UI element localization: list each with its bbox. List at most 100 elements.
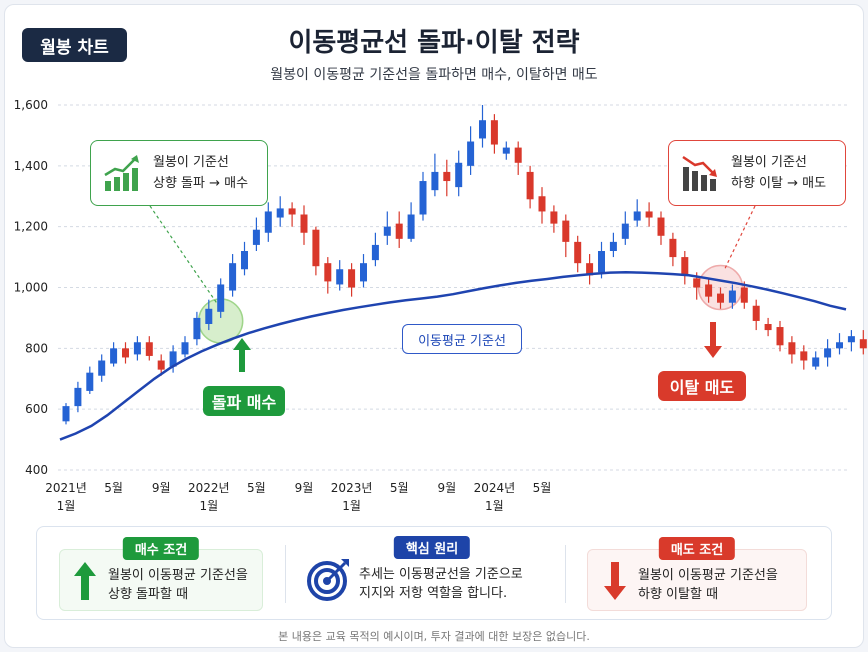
- candle-body: [407, 214, 415, 239]
- candle-body: [621, 223, 629, 239]
- sell-callout-line2: 하향 이탈 → 매도: [731, 176, 827, 191]
- candle-body: [812, 357, 820, 367]
- candle-body: [681, 257, 689, 276]
- core-principle-panel: 핵심 원리 추세는 이동평균선을 기준으로 지지와 저항 역할을 합니다.: [307, 536, 557, 609]
- y-tick-label: 800: [25, 341, 48, 355]
- candle-body: [609, 241, 617, 251]
- breakdown-sell-label: 이탈 매도: [658, 371, 746, 401]
- candle-body: [252, 229, 260, 245]
- buy-condition-title: 매수 조건: [122, 537, 200, 560]
- x-tick-label: 5월: [104, 481, 123, 495]
- candle-body: [110, 348, 118, 364]
- buy-callout-line2: 상향 돌파 → 매수: [153, 176, 249, 191]
- candle-body: [764, 324, 772, 331]
- candle-body: [169, 351, 177, 367]
- candle-body: [490, 120, 498, 145]
- buy-condition-panel: 매수 조건 월봉이 이동평균 기준선을 상향 돌파할 때: [59, 537, 263, 611]
- sell-condition-line2: 하향 이탈할 때: [638, 587, 719, 602]
- sell-arrow-icon: [704, 322, 722, 358]
- y-tick-label: 400: [25, 463, 48, 477]
- candle-body: [717, 293, 724, 303]
- candle-body: [86, 372, 94, 391]
- candle-body: [728, 290, 736, 303]
- sell-callout-line1: 월봉이 기준선: [731, 155, 807, 170]
- candle-body: [157, 360, 165, 370]
- candle-body: [526, 171, 534, 200]
- candle-body: [205, 308, 213, 324]
- candle-body: [145, 342, 153, 356]
- sell-condition-line1: 월봉이 이동평균 기준선을: [638, 568, 778, 583]
- candle-body: [657, 217, 665, 236]
- candle-body: [467, 141, 475, 166]
- candle-body: [598, 251, 605, 273]
- moving-average-label: 이동평균 기준선: [402, 324, 522, 354]
- candle-body: [705, 284, 713, 297]
- candle-body: [324, 263, 332, 282]
- x-tick-label: 1월: [342, 499, 361, 513]
- candle-body: [550, 211, 558, 224]
- candlestick-chart: 1,600 1,400 1,200 1,000 800 600 400 2021년 1월 5월 9월…: [14, 98, 867, 513]
- x-tick-label: 1월: [199, 499, 218, 513]
- rising-bar-chart-icon: [104, 155, 139, 191]
- candle-body: [98, 360, 106, 376]
- x-tick-label: 9월: [437, 481, 456, 495]
- candle-body: [419, 181, 427, 215]
- chart-type-badge: 월봉 차트: [22, 28, 127, 62]
- sell-condition-panel: 매도 조건 월봉이 이동평균 기준선을 하향 이탈할 때: [587, 537, 807, 611]
- disclaimer: 본 내용은 교육 목적의 예시이며, 투자 결과에 대한 보장은 없습니다.: [278, 630, 590, 643]
- candle-body: [752, 305, 760, 321]
- candle-body: [241, 251, 248, 270]
- buy-condition-line2: 상향 돌파할 때: [108, 587, 189, 602]
- candle-body: [645, 211, 653, 218]
- candle-body: [586, 263, 594, 276]
- y-tick-label: 1,000: [14, 281, 48, 295]
- candle-body: [502, 147, 510, 154]
- candle-body: [348, 269, 356, 288]
- candle-body: [574, 241, 582, 264]
- x-tick-label: 1월: [57, 499, 76, 513]
- x-tick-label: 5월: [390, 481, 409, 495]
- core-principle-title: 핵심 원리: [393, 536, 471, 559]
- candle-body: [562, 220, 570, 242]
- candle-body: [193, 317, 201, 340]
- candle-body: [479, 120, 486, 139]
- x-tick-label: 9월: [295, 481, 314, 495]
- sell-callout: 월봉이 기준선 하향 이탈 → 매도: [668, 140, 846, 206]
- buy-connector: [149, 205, 218, 304]
- candle-body: [395, 223, 403, 239]
- candle-body: [276, 208, 284, 218]
- buy-callout: 월봉이 기준선 상향 돌파 → 매수: [90, 140, 268, 206]
- candle-body: [360, 263, 367, 282]
- y-tick-label: 1,600: [14, 98, 48, 112]
- core-principle-line1: 추세는 이동평균선을 기준으로: [359, 567, 523, 582]
- y-tick-label: 1,400: [14, 159, 48, 173]
- target-icon: [307, 559, 349, 601]
- falling-bar-chart-icon: [682, 155, 717, 191]
- candle-body: [800, 351, 808, 361]
- candle-body: [217, 284, 225, 312]
- moving-average-line: [59, 271, 847, 441]
- x-tick-label: 5월: [533, 481, 552, 495]
- candle-body: [62, 406, 70, 422]
- y-tick-label: 1,200: [14, 220, 48, 234]
- candle-body: [133, 342, 141, 355]
- candle-body: [181, 342, 189, 355]
- divider: [565, 545, 566, 603]
- candle-body: [455, 162, 463, 188]
- x-tick-label: 2023년: [331, 481, 373, 495]
- x-tick-label: 5월: [247, 481, 266, 495]
- buy-callout-line1: 월봉이 기준선: [153, 155, 229, 170]
- x-tick-label: 9월: [152, 481, 171, 495]
- candle-body: [336, 269, 344, 285]
- candle-body: [431, 171, 439, 191]
- candle-body: [633, 211, 641, 221]
- buy-arrow-icon: [233, 338, 251, 372]
- candle-body: [229, 263, 237, 291]
- candle-body: [538, 196, 546, 212]
- buy-condition-line1: 월봉이 이동평균 기준선을: [108, 568, 248, 583]
- sell-connector: [723, 205, 756, 270]
- candle-body: [740, 287, 748, 303]
- candle-body: [122, 348, 129, 358]
- candle-body: [859, 339, 867, 349]
- candle-body: [514, 147, 522, 163]
